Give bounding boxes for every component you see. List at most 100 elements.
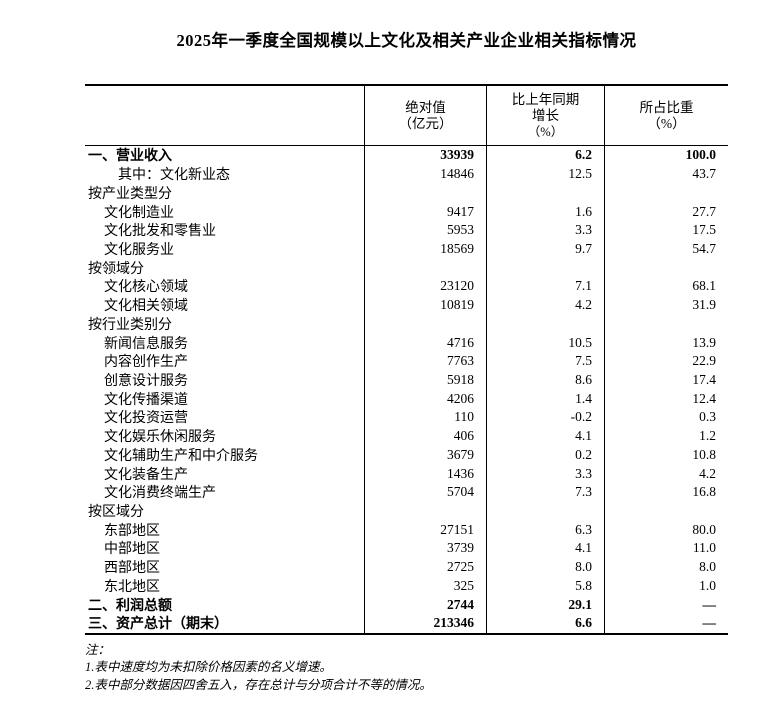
cell-growth: 7.5 (487, 351, 605, 371)
table-row: 文化装备生产 1436 3.3 4.2 (85, 464, 728, 483)
table-row: 文化消费终端生产 5704 7.3 16.8 (85, 482, 728, 502)
table-row: 文化辅助生产和中介服务 3679 0.2 10.8 (85, 445, 728, 465)
cell-growth: 8.0 (487, 557, 605, 577)
table-header-row: 绝对值 （亿元） 比上年同期 增长 （%） 所占比重 （%） (85, 86, 728, 146)
stub-header-cell (85, 86, 365, 145)
row-label: 文化核心领域 (85, 277, 365, 296)
cell-absolute-value: 2725 (365, 557, 487, 577)
table-body: 一、营业收入 33939 6.2 100.0 其中：文化新业态 14846 12.5 43.7… (85, 146, 728, 633)
cell-share: 17.4 (692, 371, 716, 387)
cell-growth: 6.2 (487, 146, 605, 165)
cell-absolute-value: 33939 (365, 146, 487, 165)
cell-growth: 3.3 (487, 220, 605, 240)
cell-growth: 9.7 (487, 239, 605, 259)
cell-share: — (702, 615, 717, 631)
cell-absolute-value (365, 258, 487, 278)
cell-share: 1.0 (699, 577, 716, 593)
cell-share: 54.7 (692, 240, 716, 256)
cell-absolute-value: 18569 (365, 239, 487, 259)
cell-growth (487, 258, 605, 278)
cell-share: 0.3 (699, 409, 716, 425)
cell-share (605, 502, 728, 521)
cell-absolute-value: 2744 (365, 595, 487, 614)
table-row: 文化传播渠道 4206 1.4 12.4 (85, 389, 728, 409)
row-label: 西部地区 (85, 557, 365, 577)
row-label: 文化制造业 (85, 202, 365, 221)
cell-share: 10.8 (692, 446, 716, 462)
row-label: 新闻信息服务 (85, 333, 365, 352)
row-label: 按领域分 (85, 258, 365, 278)
cell-growth: 29.1 (487, 595, 605, 614)
row-label: 内容创作生产 (85, 351, 365, 371)
col-header-share: 所占比重 （%） (605, 86, 728, 145)
cell-absolute-value: 5918 (365, 370, 487, 390)
cell-share: 17.5 (692, 222, 716, 238)
cell-absolute-value (365, 501, 487, 521)
col-header-growth: 比上年同期 增长 （%） (487, 86, 605, 145)
row-label: 三、资产总计（期末） (85, 613, 365, 633)
cell-absolute-value: 9417 (365, 202, 487, 221)
row-label: 文化娱乐休闲服务 (85, 426, 365, 446)
col-header-line: （亿元） (398, 115, 453, 131)
cell-share: 100.0 (685, 147, 716, 163)
cell-absolute-value: 325 (365, 576, 487, 596)
table-row: 按区域分 (85, 501, 728, 521)
row-label: 二、利润总额 (85, 595, 365, 614)
footnotes: 注： 1.表中速度均为未扣除价格因素的名义增速。 2.表中部分数据因四舍五入，存… (85, 642, 728, 695)
table-row: 文化相关领域 10819 4.2 31.9 (85, 295, 728, 315)
table-row: 按行业类别分 (85, 314, 728, 334)
cell-share: 27.7 (692, 203, 716, 219)
row-label: 东北地区 (85, 576, 365, 596)
col-header-absolute-value: 绝对值 （亿元） (365, 86, 487, 145)
cell-absolute-value: 3679 (365, 445, 487, 465)
row-label: 东部地区 (85, 520, 365, 540)
row-label: 文化传播渠道 (85, 389, 365, 409)
cell-absolute-value: 110 (365, 408, 487, 427)
cell-absolute-value: 4206 (365, 389, 487, 409)
table-row: 文化娱乐休闲服务 406 4.1 1.2 (85, 426, 728, 446)
note-1: 1.表中速度均为未扣除价格因素的名义增速。 (85, 660, 332, 675)
row-label: 文化投资运营 (85, 408, 365, 427)
col-header-line: （%） (647, 115, 686, 131)
cell-absolute-value: 27151 (365, 520, 487, 540)
table-row: 中部地区 3739 4.1 11.0 (85, 539, 728, 558)
cell-absolute-value: 213346 (365, 613, 487, 633)
cell-share: 31.9 (692, 297, 716, 313)
cell-share (605, 183, 728, 202)
cell-growth (487, 501, 605, 521)
table-row: 新闻信息服务 4716 10.5 13.9 (85, 333, 728, 352)
cell-share: 12.4 (692, 390, 716, 406)
table-row: 创意设计服务 5918 8.6 17.4 (85, 370, 728, 390)
cell-growth: -0.2 (487, 408, 605, 427)
row-label: 文化辅助生产和中介服务 (85, 445, 365, 465)
cell-growth: 5.8 (487, 576, 605, 596)
cell-share: 68.1 (692, 278, 716, 294)
table-row: 一、营业收入 33939 6.2 100.0 (85, 146, 728, 165)
row-label: 文化批发和零售业 (85, 220, 365, 240)
cell-growth: 4.1 (487, 539, 605, 558)
cell-growth: 0.2 (487, 445, 605, 465)
table-row: 二、利润总额 2744 29.1 — (85, 595, 728, 614)
col-header-line: 所占比重 (639, 99, 694, 115)
table-row: 三、资产总计（期末） 213346 6.6 — (85, 613, 728, 633)
table-row: 东北地区 325 5.8 1.0 (85, 576, 728, 596)
cell-absolute-value: 7763 (365, 351, 487, 371)
cell-share: 80.0 (692, 521, 716, 537)
cell-growth: 7.1 (487, 277, 605, 296)
cell-absolute-value: 3739 (365, 539, 487, 558)
row-label: 一、营业收入 (85, 146, 365, 165)
cell-growth: 12.5 (487, 164, 605, 184)
cell-growth: 4.2 (487, 295, 605, 315)
cell-share (605, 314, 728, 333)
cell-share: 4.2 (699, 465, 716, 481)
row-label: 按行业类别分 (85, 314, 365, 334)
cell-absolute-value: 14846 (365, 164, 487, 184)
row-label: 文化装备生产 (85, 464, 365, 483)
cell-growth: 4.1 (487, 426, 605, 446)
cell-share (605, 258, 728, 277)
row-label: 按产业类型分 (85, 183, 365, 203)
col-header-line: 增长 (532, 107, 559, 123)
notes-heading: 注： (85, 642, 111, 657)
cell-growth: 1.6 (487, 202, 605, 221)
table-row: 文化服务业 18569 9.7 54.7 (85, 239, 728, 259)
